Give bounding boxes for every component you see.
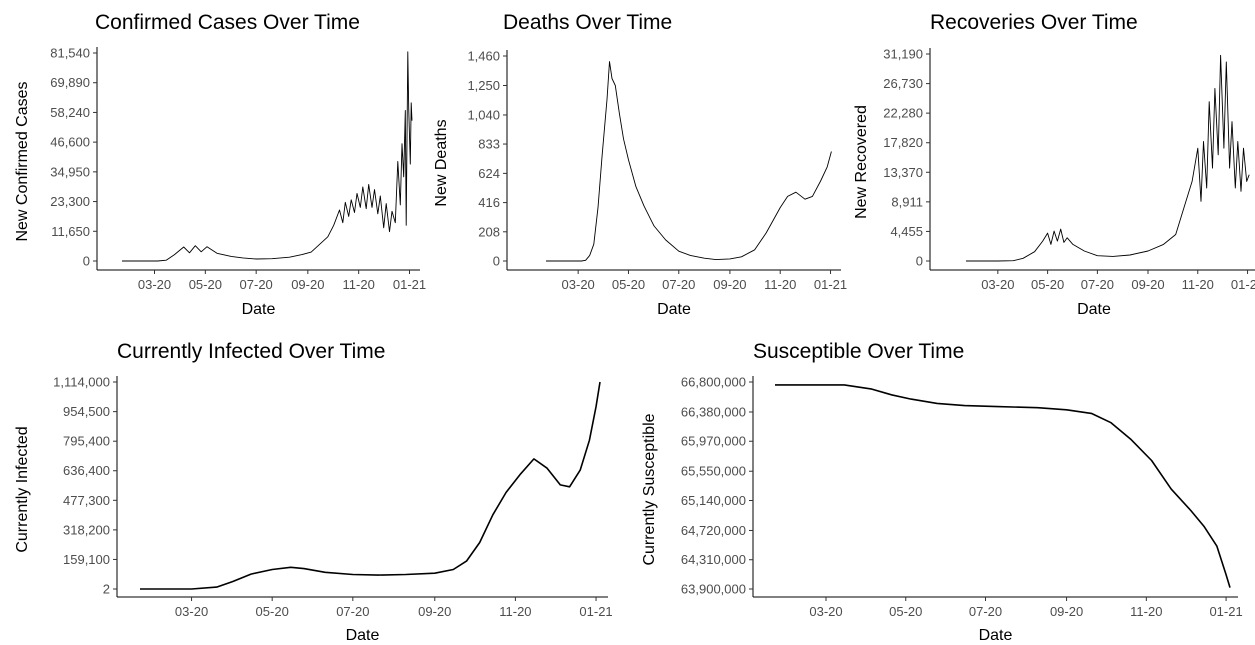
chart-title: Susceptible Over Time: [753, 340, 964, 363]
x-axis-label: Date: [242, 301, 276, 318]
y-tick-label: 63,900,000: [681, 582, 746, 597]
y-tick-label: 66,380,000: [681, 404, 746, 419]
y-tick-label: 17,820: [883, 135, 923, 150]
x-tick-label: 07-20: [1081, 277, 1114, 292]
y-tick-label: 1,460: [467, 49, 500, 64]
x-axis-label: Date: [657, 301, 691, 318]
x-tick-label: 09-20: [713, 277, 746, 292]
y-tick-label: 66,800,000: [681, 375, 746, 390]
x-tick-label: 03-20: [175, 604, 208, 619]
series-line-deaths: [546, 61, 832, 262]
x-tick-label: 05-20: [1031, 277, 1064, 292]
x-tick-label: 01-21: [814, 277, 847, 292]
y-tick-label: 954,500: [63, 404, 110, 419]
series-line-recoveries: [966, 54, 1250, 262]
chart-deaths: Deaths Over Time 0 208 416 624 833 1,040 1,250 1…: [433, 11, 847, 318]
y-tick-label: 65,970,000: [681, 434, 746, 449]
x-tick-label: 09-20: [1131, 277, 1164, 292]
x-tick-label: 11-20: [764, 277, 796, 292]
y-tick-label: 318,200: [63, 522, 110, 537]
chart-title: Recoveries Over Time: [930, 11, 1138, 34]
x-tick-label: 07-20: [336, 604, 369, 619]
x-tick-label: 01-21: [579, 604, 612, 619]
y-tick-label: 0: [493, 254, 500, 269]
chart-confirmed: Confirmed Cases Over Time 0 11,650 23,300 34…: [14, 11, 426, 318]
y-tick-label: 64,720,000: [681, 523, 746, 538]
y-tick-label: 1,114,000: [53, 375, 110, 390]
x-tick-label: 09-20: [1050, 604, 1083, 619]
y-tick-label: 31,190: [883, 47, 923, 62]
y-tick-label: 636,400: [63, 463, 110, 478]
y-axis-label: Currently Susceptible: [641, 413, 658, 565]
x-tick-label: 03-20: [562, 277, 595, 292]
x-tick-label: 01-21: [1231, 277, 1255, 292]
x-tick-label: 05-20: [189, 277, 222, 292]
y-axis-label: New Confirmed Cases: [14, 81, 31, 241]
x-tick-label: 07-20: [969, 604, 1002, 619]
y-axis-label: New Recovered: [853, 105, 870, 219]
x-tick-label: 03-20: [138, 277, 171, 292]
x-tick-label: 09-20: [418, 604, 451, 619]
x-tick-label: 03-20: [809, 604, 842, 619]
y-tick-label: 65,550,000: [681, 464, 746, 479]
x-tick-label: 05-20: [612, 277, 645, 292]
y-tick-label: 64,310,000: [681, 552, 746, 567]
y-tick-label: 8,911: [891, 194, 923, 209]
y-tick-label: 11,650: [51, 224, 90, 239]
x-tick-label: 11-20: [499, 604, 531, 619]
x-tick-label: 11-20: [1182, 277, 1214, 292]
y-tick-label: 34,950: [50, 164, 90, 179]
y-tick-label: 159,100: [63, 552, 110, 567]
series-line-confirmed: [122, 51, 413, 262]
y-tick-label: 416: [478, 195, 500, 210]
y-tick-label: 13,370: [883, 165, 923, 180]
x-tick-label: 07-20: [662, 277, 695, 292]
x-axis-label: Date: [979, 627, 1013, 644]
y-tick-label: 46,600: [50, 135, 90, 150]
y-tick-label: 624: [478, 166, 500, 181]
y-tick-label: 22,280: [883, 106, 923, 121]
series-line-susceptible: [775, 384, 1231, 588]
y-tick-label: 69,890: [50, 75, 90, 90]
y-axis-label: New Deaths: [433, 119, 450, 206]
y-tick-label: 208: [478, 224, 500, 239]
chart-title: Deaths Over Time: [503, 11, 672, 34]
chart-susceptible: Susceptible Over Time 63,900,000 64,310,00…: [641, 340, 1243, 644]
x-tick-label: 05-20: [889, 604, 922, 619]
x-tick-label: 01-21: [393, 277, 426, 292]
chart-title: Confirmed Cases Over Time: [95, 11, 360, 34]
y-tick-label: 1,040: [467, 107, 500, 122]
x-tick-label: 01-21: [1209, 604, 1242, 619]
x-tick-label: 11-20: [343, 277, 375, 292]
y-axis-label: Currently Infected: [14, 426, 31, 552]
x-tick-label: 03-20: [981, 277, 1014, 292]
x-axis-label: Date: [346, 627, 380, 644]
y-tick-label: 26,730: [883, 76, 923, 91]
x-tick-label: 09-20: [291, 277, 324, 292]
chart-infected: Currently Infected Over Time 2 159,100 318,…: [14, 340, 613, 644]
x-tick-label: 11-20: [1130, 604, 1162, 619]
chart-title: Currently Infected Over Time: [117, 340, 385, 363]
x-tick-label: 07-20: [240, 277, 273, 292]
y-tick-label: 65,140,000: [681, 493, 746, 508]
y-tick-label: 58,240: [50, 105, 90, 120]
y-tick-label: 1,250: [467, 78, 500, 93]
y-tick-label: 81,540: [50, 46, 90, 61]
y-tick-label: 4,455: [890, 224, 923, 239]
y-tick-label: 23,300: [50, 194, 90, 209]
x-axis-label: Date: [1077, 301, 1111, 318]
y-tick-label: 477,300: [63, 493, 110, 508]
y-tick-label: 833: [478, 137, 500, 152]
y-tick-label: 0: [916, 254, 923, 269]
chart-recoveries: Recoveries Over Time 0 4,455 8,911 13,370 17,…: [853, 11, 1255, 318]
series-line-infected: [140, 381, 601, 590]
y-tick-label: 795,400: [63, 434, 110, 449]
x-tick-label: 05-20: [256, 604, 289, 619]
y-tick-label: 0: [83, 254, 90, 269]
y-tick-label: 2: [103, 582, 110, 597]
